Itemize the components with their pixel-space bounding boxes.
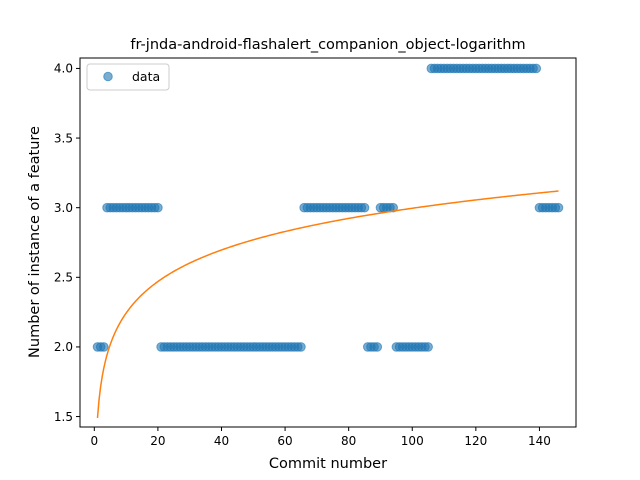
x-tick-label: 80 [341,434,356,448]
y-axis-ticks: 1.5 2.0 2.5 3.0 3.5 4.0 [54,62,80,424]
data-point [373,343,382,352]
y-axis-label: Number of instance of a feature [27,126,43,358]
data-point [100,343,109,352]
y-tick-label: 2.5 [54,271,73,285]
y-tick-label: 4.0 [54,62,73,76]
data-point [554,203,563,212]
x-tick-label: 40 [214,434,229,448]
data-point [532,64,541,73]
x-axis-ticks: 0 20 40 60 80 100 120 140 [90,427,550,448]
x-tick-label: 140 [528,434,551,448]
x-tick-label: 60 [277,434,292,448]
chart-title: fr-jnda-android-flashalert_companion_obj… [130,37,525,53]
x-tick-label: 0 [90,434,98,448]
data-point [154,203,163,212]
data-point [424,343,433,352]
legend-marker-data [104,72,113,81]
y-tick-label: 3.5 [54,131,73,145]
y-tick-label: 3.0 [54,201,73,215]
x-tick-label: 100 [401,434,424,448]
data-point [360,203,369,212]
legend-label-data: data [132,69,160,84]
x-tick-label: 20 [150,434,165,448]
legend: data [87,64,169,90]
data-point [297,343,306,352]
y-tick-label: 2.0 [54,340,73,354]
x-axis-label: Commit number [269,456,387,472]
plot-area [80,58,576,427]
x-tick-label: 120 [464,434,487,448]
y-tick-label: 1.5 [54,410,73,424]
